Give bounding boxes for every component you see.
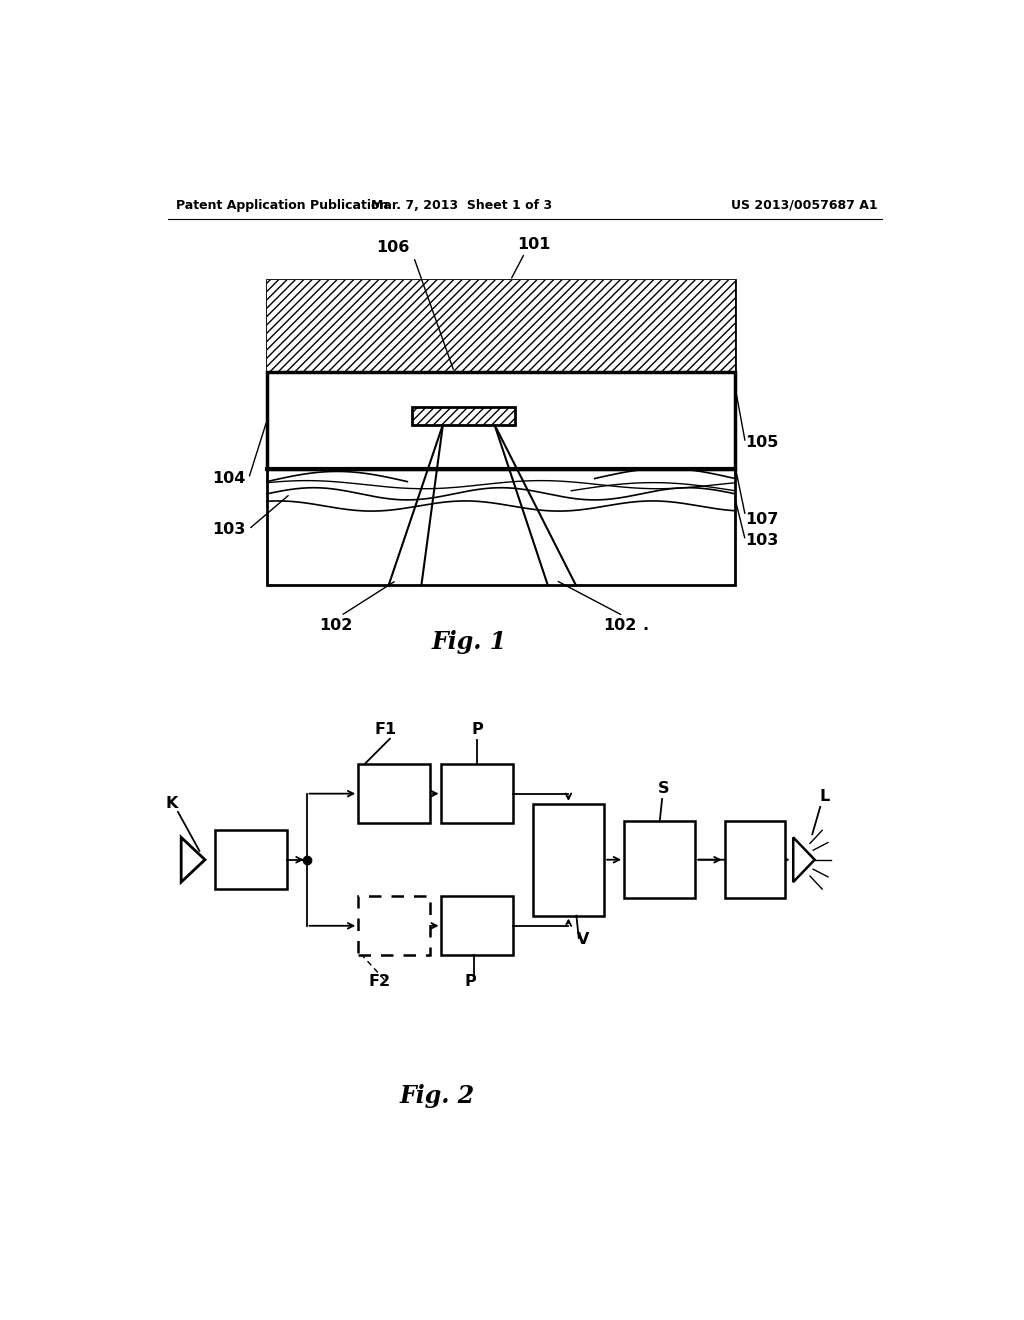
- Text: 103: 103: [745, 533, 779, 548]
- Text: 105: 105: [745, 436, 779, 450]
- Bar: [412, 407, 515, 425]
- Text: .: .: [642, 618, 648, 632]
- Bar: [441, 764, 513, 824]
- Text: P: P: [465, 974, 477, 989]
- Text: Mar. 7, 2013  Sheet 1 of 3: Mar. 7, 2013 Sheet 1 of 3: [371, 198, 552, 211]
- Text: Patent Application Publication: Patent Application Publication: [176, 198, 388, 211]
- Bar: [267, 372, 735, 470]
- Text: P: P: [471, 722, 483, 737]
- Bar: [215, 830, 287, 890]
- Text: 104: 104: [212, 471, 246, 486]
- Bar: [267, 425, 735, 470]
- Text: 103: 103: [212, 521, 246, 537]
- Text: 102: 102: [319, 618, 352, 632]
- Text: 101: 101: [517, 236, 550, 252]
- Bar: [358, 764, 430, 824]
- Text: US 2013/0057687 A1: US 2013/0057687 A1: [731, 198, 878, 211]
- Text: K: K: [166, 796, 178, 810]
- Text: F1: F1: [375, 722, 397, 737]
- Bar: [267, 280, 735, 585]
- Text: Fig. 2: Fig. 2: [400, 1084, 475, 1107]
- Text: S: S: [658, 781, 670, 796]
- Bar: [267, 372, 735, 470]
- Text: 107: 107: [745, 512, 779, 527]
- Bar: [624, 821, 695, 898]
- Bar: [725, 821, 785, 898]
- Text: V: V: [577, 932, 589, 946]
- Text: 102: 102: [603, 618, 637, 632]
- Text: Fig. 1: Fig. 1: [432, 630, 507, 655]
- Bar: [267, 280, 735, 470]
- Text: 106: 106: [377, 240, 410, 255]
- Bar: [358, 896, 430, 956]
- Text: L: L: [820, 789, 830, 804]
- Text: F2: F2: [369, 974, 390, 989]
- Bar: [441, 896, 513, 956]
- Bar: [532, 804, 604, 916]
